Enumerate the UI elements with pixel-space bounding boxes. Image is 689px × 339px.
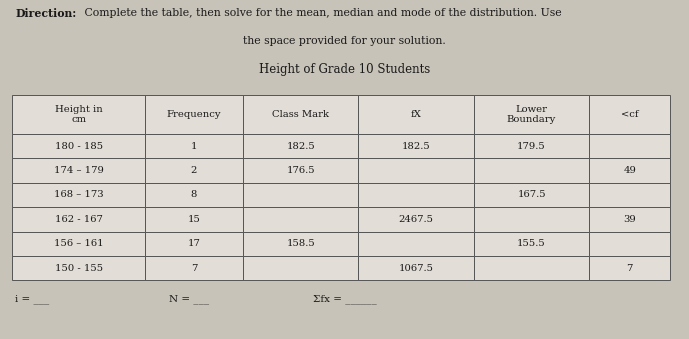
Bar [243, 256, 358, 280]
Text: N = ___: N = ___ [169, 295, 209, 304]
Bar [243, 232, 358, 256]
Bar [12, 134, 145, 158]
Text: 167.5: 167.5 [517, 191, 546, 199]
Text: 155.5: 155.5 [517, 239, 546, 248]
Text: Height of Grade 10 Students: Height of Grade 10 Students [259, 63, 430, 76]
Bar [358, 256, 474, 280]
Bar [358, 158, 474, 183]
Bar [145, 256, 243, 280]
Bar [358, 183, 474, 207]
Text: fX: fX [411, 110, 422, 119]
Bar [474, 183, 589, 207]
Text: <cf: <cf [621, 110, 639, 119]
Bar [243, 95, 358, 134]
Text: Direction:: Direction: [15, 8, 76, 19]
Text: 1: 1 [191, 142, 197, 151]
Bar [589, 183, 670, 207]
Bar [474, 207, 589, 232]
Text: the space provided for your solution.: the space provided for your solution. [243, 36, 446, 45]
Text: 7: 7 [191, 264, 197, 273]
Text: 182.5: 182.5 [402, 142, 431, 151]
Bar [12, 183, 145, 207]
Bar [12, 207, 145, 232]
Text: 39: 39 [624, 215, 636, 224]
Bar [474, 95, 589, 134]
Bar [358, 134, 474, 158]
Text: 168 – 173: 168 – 173 [54, 191, 103, 199]
Text: 182.5: 182.5 [287, 142, 315, 151]
Bar [589, 207, 670, 232]
Bar [145, 183, 243, 207]
Text: 17: 17 [187, 239, 200, 248]
Bar [243, 158, 358, 183]
Bar [243, 183, 358, 207]
Text: 49: 49 [624, 166, 636, 175]
Bar [145, 232, 243, 256]
Bar [474, 134, 589, 158]
Bar [12, 256, 145, 280]
Text: Class Mark: Class Mark [272, 110, 329, 119]
Bar [589, 232, 670, 256]
Bar [12, 158, 145, 183]
Bar [589, 134, 670, 158]
Text: Σfx = ______: Σfx = ______ [313, 295, 378, 304]
Bar [589, 158, 670, 183]
Text: 1067.5: 1067.5 [399, 264, 433, 273]
Bar [12, 95, 145, 134]
Bar [243, 207, 358, 232]
Text: 2467.5: 2467.5 [399, 215, 433, 224]
Bar [145, 158, 243, 183]
Bar [589, 95, 670, 134]
Bar [474, 232, 589, 256]
Text: 7: 7 [626, 264, 633, 273]
Bar [474, 158, 589, 183]
Text: 179.5: 179.5 [517, 142, 546, 151]
Bar [358, 95, 474, 134]
Text: i = ___: i = ___ [15, 295, 50, 304]
Text: Complete the table, then solve for the mean, median and mode of the distribution: Complete the table, then solve for the m… [81, 8, 562, 18]
Text: 15: 15 [187, 215, 200, 224]
Bar [358, 232, 474, 256]
Bar [145, 134, 243, 158]
Bar [145, 95, 243, 134]
Bar [145, 207, 243, 232]
Text: 150 - 155: 150 - 155 [54, 264, 103, 273]
Bar [243, 134, 358, 158]
Bar [358, 207, 474, 232]
Text: Lower
Boundary: Lower Boundary [507, 105, 556, 124]
Bar [474, 256, 589, 280]
Text: 176.5: 176.5 [287, 166, 315, 175]
Text: 174 – 179: 174 – 179 [54, 166, 103, 175]
Text: 156 – 161: 156 – 161 [54, 239, 103, 248]
Bar [12, 232, 145, 256]
Text: 2: 2 [191, 166, 197, 175]
Text: Height in
cm: Height in cm [54, 105, 103, 124]
Text: Frequency: Frequency [167, 110, 221, 119]
Text: 162 - 167: 162 - 167 [54, 215, 103, 224]
Bar [589, 256, 670, 280]
Text: 158.5: 158.5 [287, 239, 315, 248]
Text: 180 - 185: 180 - 185 [54, 142, 103, 151]
Text: 8: 8 [191, 191, 197, 199]
